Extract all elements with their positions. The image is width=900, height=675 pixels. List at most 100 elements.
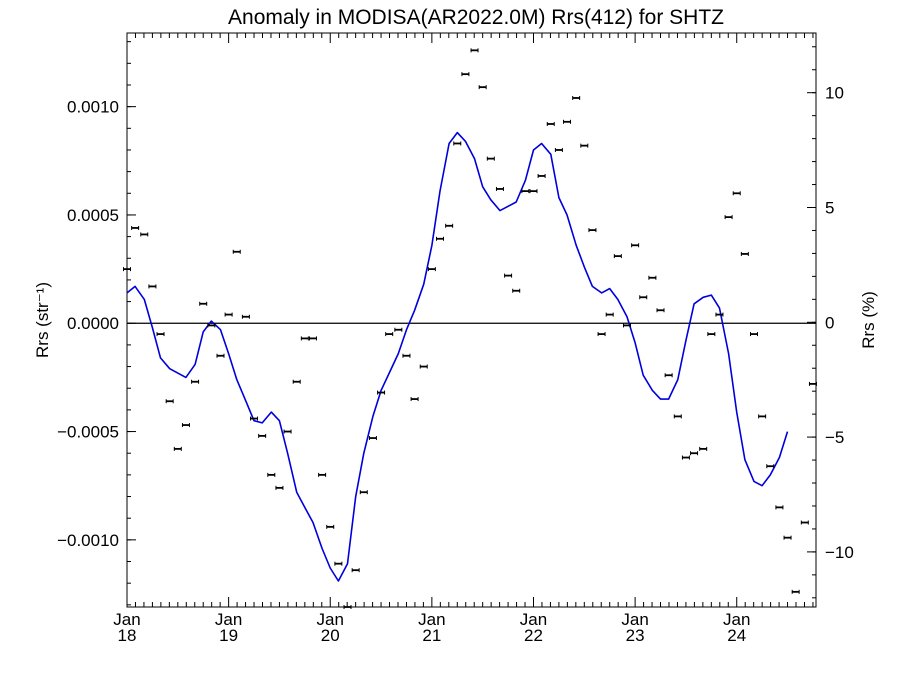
smoothed-anomaly-line <box>126 131 789 582</box>
data-point <box>622 323 631 328</box>
x-tick-label-year: 24 <box>727 626 746 645</box>
chart-title: Anomaly in MODISA(AR2022.0M) Rrs(412) fo… <box>228 6 724 29</box>
plot-frame <box>126 32 817 608</box>
data-point <box>461 72 470 77</box>
data-point <box>156 332 165 337</box>
data-point <box>631 243 640 248</box>
data-point <box>613 254 622 259</box>
x-tick-label-year: 18 <box>118 626 137 645</box>
data-point <box>521 189 530 194</box>
y-right-tick-label: 0 <box>825 313 834 332</box>
data-point <box>140 232 149 237</box>
data-point <box>732 191 741 196</box>
x-tick-label-year: 20 <box>321 626 340 645</box>
x-tick-label-month: Jan <box>317 610 344 629</box>
y-axis-left-label: Rrs (str⁻¹) <box>33 282 52 358</box>
x-tick-label-year: 23 <box>626 626 645 645</box>
data-point <box>504 273 513 278</box>
data-point <box>359 490 368 495</box>
data-point <box>808 381 817 386</box>
data-point <box>673 414 682 419</box>
data-point <box>588 228 597 233</box>
data-point <box>740 251 749 256</box>
data-point <box>699 446 708 451</box>
data-point <box>241 314 250 319</box>
data-point <box>410 397 419 402</box>
data-point <box>343 605 352 609</box>
data-point <box>554 147 563 152</box>
data-point <box>123 267 131 272</box>
data-point <box>207 323 216 328</box>
x-tick-label-month: Jan <box>215 610 242 629</box>
data-point <box>453 141 462 146</box>
data-point <box>800 520 809 525</box>
data-point <box>377 390 386 395</box>
y-right-tick-label: 5 <box>825 198 834 217</box>
data-point <box>402 353 411 358</box>
y-right-tick-label: −5 <box>825 428 844 447</box>
data-point <box>232 249 241 254</box>
data-point <box>148 284 157 289</box>
data-point <box>597 332 606 337</box>
data-point <box>758 414 767 419</box>
data-point <box>750 332 759 337</box>
x-tick-label-year: 19 <box>219 626 238 645</box>
y-left-tick-label: 0.0000 <box>67 314 119 333</box>
data-point <box>216 353 225 358</box>
data-point <box>529 189 538 194</box>
data-point <box>495 186 504 191</box>
data-point <box>191 379 200 384</box>
data-point <box>224 312 233 317</box>
data-point <box>572 95 581 100</box>
data-point <box>766 464 775 469</box>
x-tick-label-month: Jan <box>520 610 547 629</box>
data-point <box>470 48 479 53</box>
y-right-tick-label: 10 <box>825 84 844 103</box>
data-point <box>775 505 784 510</box>
data-point <box>512 288 521 293</box>
data-point <box>300 336 309 341</box>
data-point <box>681 455 690 460</box>
x-tick-label-month: Jan <box>418 610 445 629</box>
data-point <box>605 312 614 317</box>
data-point <box>181 423 190 428</box>
data-point <box>707 332 716 337</box>
data-point <box>326 524 335 529</box>
data-point <box>664 373 673 378</box>
data-point <box>639 295 648 300</box>
plot-area: 0.0010 0.0005 0.0000 −0.0005 −0.0010 10 5 0 −5 −1… <box>57 32 854 645</box>
y-right-tick-label: −10 <box>825 543 854 562</box>
data-point <box>334 561 343 566</box>
y-left-tick-label: −0.0005 <box>57 423 119 442</box>
data-point <box>724 215 733 220</box>
data-point <box>537 173 546 178</box>
y-left-tick-label: 0.0010 <box>67 98 119 117</box>
data-point <box>419 364 428 369</box>
data-point <box>486 156 495 161</box>
x-tick-label-month: Jan <box>621 610 648 629</box>
data-point <box>791 589 800 594</box>
y-left-tick-label: 0.0005 <box>67 206 119 225</box>
x-tick-label-year: 22 <box>524 626 543 645</box>
data-point <box>131 225 140 230</box>
data-point <box>563 119 572 124</box>
x-tick-label-year: 21 <box>422 626 441 645</box>
data-point <box>478 85 487 90</box>
data-point <box>275 485 284 490</box>
x-tick-label-month: Jan <box>723 610 750 629</box>
data-point <box>715 312 724 317</box>
data-point <box>394 327 403 332</box>
y-axis-right-label: Rrs (%) <box>859 291 878 349</box>
data-point <box>690 451 699 456</box>
data-point <box>435 236 444 241</box>
data-point <box>580 143 589 148</box>
data-point <box>283 429 292 434</box>
data-point <box>445 223 454 228</box>
data-point <box>385 332 394 337</box>
data-point <box>648 275 657 280</box>
data-point <box>173 446 182 451</box>
y-left-tick-label: −0.0010 <box>57 531 119 550</box>
data-point <box>368 436 377 441</box>
data-point <box>267 472 276 477</box>
